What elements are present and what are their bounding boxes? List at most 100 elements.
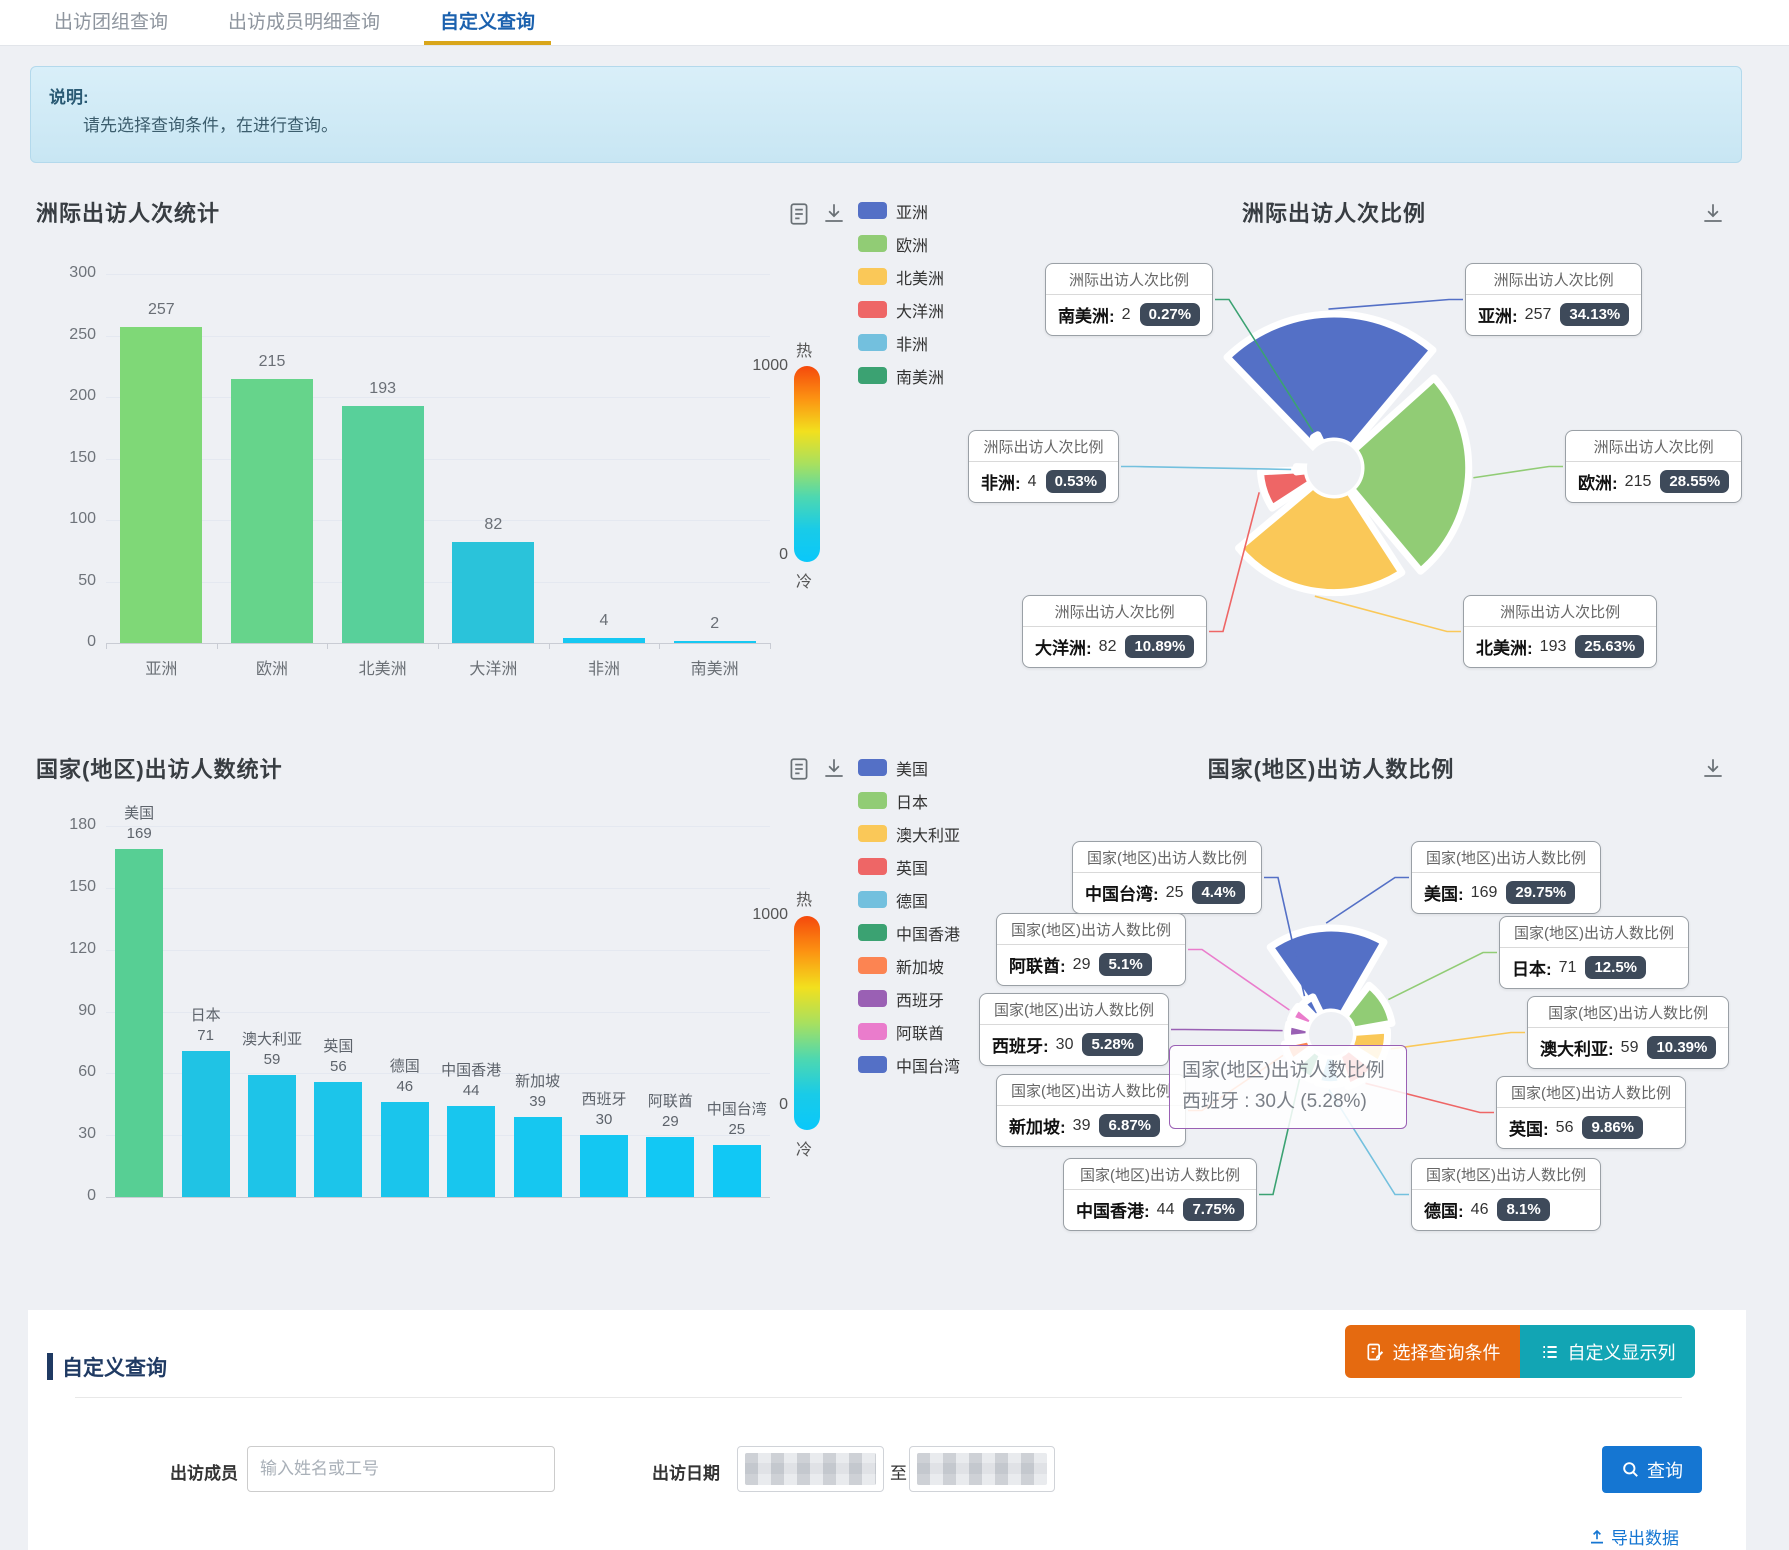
x-axis-tick [327, 643, 329, 649]
legend-label: 新加坡 [896, 959, 945, 977]
legend-label: 德国 [896, 893, 929, 911]
tab-custom-query[interactable]: 自定义查询 [424, 0, 552, 45]
pie-label-row: 阿联酋: 29 5.1% [997, 945, 1185, 985]
pie-label-percent-badge: 8.1% [1497, 1198, 1550, 1221]
bar-value-label: 44 [462, 1082, 480, 1100]
continent-legend-item-3[interactable]: 大洋洲 [858, 293, 944, 326]
country-legend-item-2[interactable]: 澳大利亚 [858, 817, 960, 850]
legend-swatch [858, 759, 887, 776]
continent-pie-label-box-4: 洲际出访人次比例 非洲: 4 0.53% [968, 430, 1120, 503]
date-start-input[interactable] [737, 1446, 884, 1492]
pie-label-name: 西班牙: [992, 1037, 1049, 1056]
continent-legend-item-0[interactable]: 亚洲 [858, 194, 944, 227]
data-view-icon[interactable] [786, 756, 812, 782]
continent-pie-label-box-0: 洲际出访人次比例 亚洲: 257 34.13% [1465, 263, 1643, 336]
country-legend-item-9[interactable]: 中国台湾 [858, 1048, 960, 1081]
country-legend-item-7[interactable]: 西班牙 [858, 982, 960, 1015]
country_bar-bar-日本[interactable] [181, 1050, 230, 1197]
country_bar-bar-中国香港[interactable] [447, 1106, 496, 1197]
continent_bar-bar-非洲[interactable] [563, 638, 645, 643]
date-end-input[interactable] [909, 1446, 1055, 1492]
heading-accent-bar [47, 1353, 53, 1380]
pie-label-value: 56 [1555, 1118, 1574, 1136]
download-icon[interactable] [821, 201, 847, 227]
search-button[interactable]: 查询 [1602, 1446, 1702, 1493]
pie-label-percent-badge: 9.86% [1582, 1116, 1644, 1139]
pie-label-series-title: 国家(地区)出访人数比例 [1500, 917, 1688, 948]
panel-heading: 自定义查询 [62, 1357, 167, 1380]
continent_bar-bar-亚洲[interactable] [120, 326, 203, 643]
tab-group-query[interactable]: 出访团组查询 [54, 12, 169, 33]
download-icon[interactable] [1700, 201, 1726, 227]
visualmap-min-label: 0 [779, 546, 788, 563]
country_bar-bar-中国台湾[interactable] [712, 1145, 761, 1197]
country-pie-label-box-6: 国家(地区)出访人数比例 新加坡: 39 6.87% [996, 1074, 1186, 1147]
download-icon[interactable] [1700, 756, 1726, 782]
country-legend-item-3[interactable]: 英国 [858, 850, 960, 883]
country_bar-bar-阿联酋[interactable] [646, 1137, 695, 1197]
visualmap-gradient-bar[interactable] [794, 366, 820, 562]
country-legend-item-4[interactable]: 德国 [858, 883, 960, 916]
country_bar-bar-西班牙[interactable] [580, 1135, 628, 1197]
date-start-blurred-value [745, 1453, 876, 1485]
bar-name-label: 德国 [389, 1058, 420, 1076]
download-icon[interactable] [821, 756, 847, 782]
pie-label-percent-badge: 5.1% [1099, 953, 1152, 976]
bar-value-label: 257 [147, 300, 175, 318]
continent_bar-bar-北美洲[interactable] [341, 405, 424, 643]
continent_bar-bar-大洋洲[interactable] [452, 542, 535, 643]
visualmap-hot-label: 热 [796, 343, 813, 360]
select-query-conditions-button[interactable]: 选择查询条件 [1345, 1325, 1520, 1378]
continent-pie-segment-4[interactable] [1292, 463, 1311, 476]
bar-label: 阿联酋 29 [600, 1092, 740, 1132]
y-axis-tick-label: 150 [69, 448, 96, 466]
visualmap-gradient-bar[interactable] [794, 916, 820, 1130]
pie-label-percent-badge: 34.13% [1560, 303, 1630, 326]
country-legend-item-8[interactable]: 阿联酋 [858, 1015, 960, 1048]
x-axis-category-label: 亚洲 [145, 661, 178, 678]
continent-pie-segment-5[interactable] [1309, 431, 1326, 450]
continent-legend-item-4[interactable]: 非洲 [858, 326, 944, 359]
custom-display-columns-button[interactable]: 自定义显示列 [1520, 1325, 1695, 1378]
legend-swatch [858, 924, 887, 941]
tooltip-title: 国家(地区)出访人数比例 [1182, 1060, 1385, 1081]
legend-label: 阿联酋 [896, 1025, 945, 1043]
export-data-link[interactable]: 导出数据 [1588, 1524, 1679, 1549]
bar-label: 日本 71 [136, 1006, 276, 1046]
gridline-180 [106, 826, 770, 827]
bar-label: 中国香港 44 [401, 1061, 541, 1101]
country_bar-bar-德国[interactable] [380, 1102, 429, 1197]
tab-member-detail-query[interactable]: 出访成员明细查询 [228, 12, 381, 33]
x-axis-tick [216, 643, 218, 649]
gridline-200 [106, 397, 770, 398]
pie-label-name: 中国台湾: [1085, 885, 1159, 904]
pie-label-row: 欧洲: 215 28.55% [1566, 462, 1741, 502]
continent-legend-item-2[interactable]: 北美洲 [858, 260, 944, 293]
country-bar-title: 国家(地区)出访人数统计 [36, 757, 283, 782]
y-axis-tick-label: 0 [87, 1187, 96, 1204]
member-input[interactable] [247, 1446, 555, 1492]
export-data-label: 导出数据 [1611, 1529, 1679, 1548]
country-legend-item-5[interactable]: 中国香港 [858, 916, 960, 949]
country-legend-item-6[interactable]: 新加坡 [858, 949, 960, 982]
data-view-icon[interactable] [786, 201, 812, 227]
pie-label-name: 美国: [1424, 885, 1464, 904]
legend-label: 英国 [896, 860, 929, 878]
country-legend-item-0[interactable]: 美国 [858, 751, 960, 784]
custom-display-columns-label: 自定义显示列 [1567, 1342, 1676, 1363]
country-legend-item-1[interactable]: 日本 [858, 784, 960, 817]
country_bar-bar-新加坡[interactable] [513, 1116, 562, 1197]
pie-label-name: 新加坡: [1009, 1118, 1066, 1137]
gridline-150 [106, 887, 770, 889]
legend-swatch [858, 792, 887, 809]
continent-legend-item-5[interactable]: 南美洲 [858, 359, 944, 392]
country_bar-bar-英国[interactable] [314, 1081, 363, 1197]
country_bar-bar-澳大利亚[interactable] [248, 1075, 296, 1197]
x-axis-category-label: 大洋洲 [469, 661, 518, 678]
continent_bar-bar-南美洲[interactable] [673, 640, 756, 643]
continent-legend-item-1[interactable]: 欧洲 [858, 227, 944, 260]
country_bar-bar-美国[interactable] [115, 848, 164, 1197]
continent_bar-bar-欧洲[interactable] [231, 378, 313, 643]
x-axis-tick [438, 643, 439, 649]
pie-label-percent-badge: 12.5% [1585, 956, 1647, 979]
